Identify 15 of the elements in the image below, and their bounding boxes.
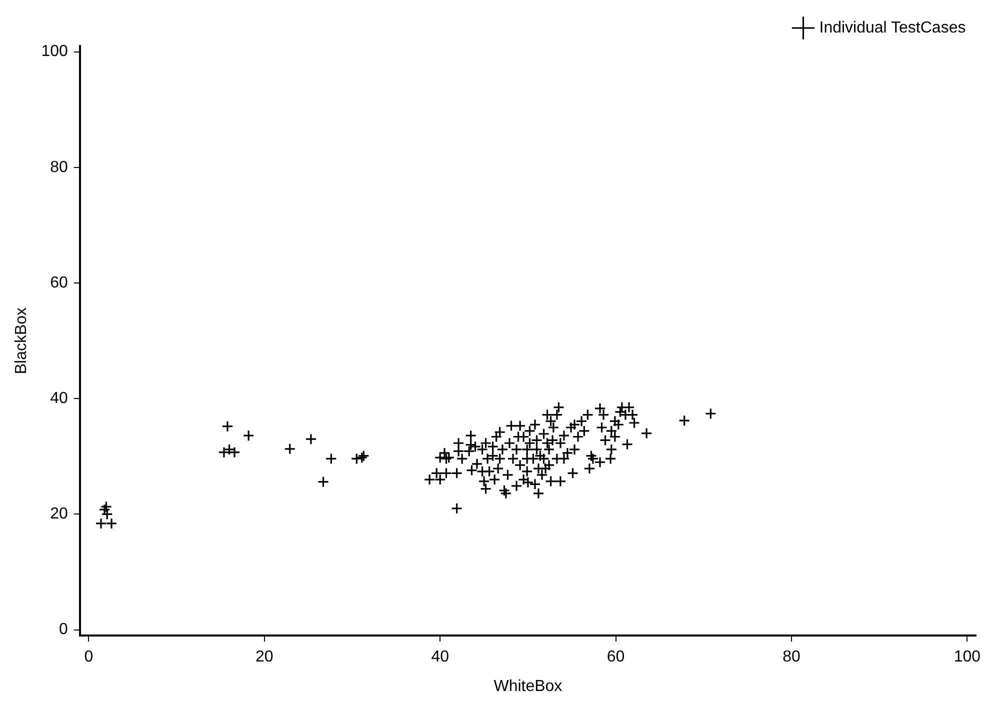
x-tick-label: 80 (782, 648, 801, 666)
y-tick-label: 80 (50, 158, 68, 176)
y-tick-label: 100 (41, 43, 68, 60)
x-tick-label: 40 (431, 648, 450, 666)
y-tick-label: 20 (50, 506, 68, 523)
x-tick-label: 20 (255, 648, 274, 666)
y-tick-label: 0 (58, 621, 68, 638)
x-axis-title: WhiteBox (494, 678, 562, 695)
x-tick-label: 100 (954, 648, 981, 666)
legend-label: Individual TestCases (819, 19, 966, 36)
x-tick-label: 0 (84, 648, 94, 666)
x-tick-label: 60 (606, 648, 625, 666)
y-axis-title: BlackBox (13, 307, 30, 374)
y-tick-label: 40 (50, 390, 68, 408)
y-tick-label: 60 (50, 274, 68, 292)
